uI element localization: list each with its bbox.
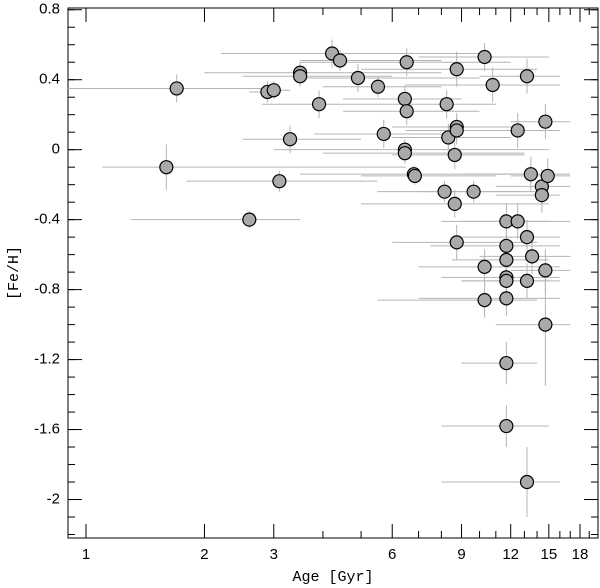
data-point — [350, 70, 366, 86]
y-tick-label: -0.4 — [34, 211, 60, 228]
x-tick-label: 9 — [457, 546, 465, 563]
data-point — [376, 126, 391, 142]
data-point — [466, 184, 481, 199]
data-point — [293, 69, 308, 84]
data-point — [499, 291, 514, 306]
x-tick-label: 18 — [572, 546, 589, 563]
data-point — [439, 97, 454, 112]
data-point — [519, 69, 535, 84]
x-tick-label: 12 — [502, 546, 519, 563]
data-point — [397, 146, 412, 161]
data-point — [449, 235, 464, 250]
data-point — [540, 168, 555, 184]
x-tick-label: 2 — [200, 546, 208, 563]
y-tick-label: 0 — [52, 141, 60, 158]
y-tick-label: 0.8 — [39, 1, 60, 18]
y-tick-label: -0.8 — [34, 281, 60, 298]
data-point — [397, 91, 412, 107]
data-point — [485, 77, 500, 93]
x-tick-label: 6 — [388, 546, 396, 563]
data-point — [449, 123, 464, 138]
data-point — [332, 53, 348, 68]
data-point — [499, 273, 514, 288]
data-point — [311, 97, 327, 112]
data-point — [534, 188, 549, 203]
data-point — [407, 168, 422, 184]
data-point — [538, 317, 553, 332]
data-point — [477, 259, 492, 274]
y-tick-label: -2 — [47, 490, 60, 507]
data-point — [510, 123, 525, 138]
data-point — [499, 355, 514, 371]
data-point — [282, 132, 298, 147]
data-point — [477, 293, 492, 308]
x-tick-label: 1 — [82, 546, 90, 563]
y-tick-label: -1.2 — [34, 351, 60, 368]
data-point — [499, 252, 514, 267]
data-point — [519, 273, 535, 288]
data-point — [159, 160, 174, 175]
data-point — [523, 167, 538, 182]
data-point — [519, 474, 535, 490]
data-point — [272, 174, 287, 189]
data-point — [242, 212, 257, 227]
data-point — [266, 83, 281, 98]
plot-frame — [67, 7, 599, 539]
data-point — [477, 49, 492, 65]
x-tick-label: 3 — [270, 546, 278, 563]
data-point — [538, 114, 553, 129]
data-point — [447, 196, 462, 212]
x-tick-label: 15 — [540, 546, 557, 563]
y-tick-label: 0.4 — [39, 71, 60, 88]
x-axis-label: Age [Gyr] — [292, 569, 373, 586]
data-point — [399, 55, 414, 70]
data-point — [519, 230, 535, 245]
data-point — [449, 62, 464, 77]
data-point — [499, 418, 514, 434]
data-point — [399, 104, 414, 119]
data-point — [370, 79, 386, 94]
data-point — [538, 263, 553, 278]
data-point — [437, 184, 452, 199]
y-tick-label: -1.6 — [34, 421, 60, 438]
data-point — [447, 147, 462, 163]
y-axis-label: [Fe/H] — [6, 246, 23, 300]
data-point — [510, 214, 525, 229]
data-point — [524, 249, 540, 264]
data-point — [169, 81, 184, 96]
data-point — [499, 238, 514, 253]
